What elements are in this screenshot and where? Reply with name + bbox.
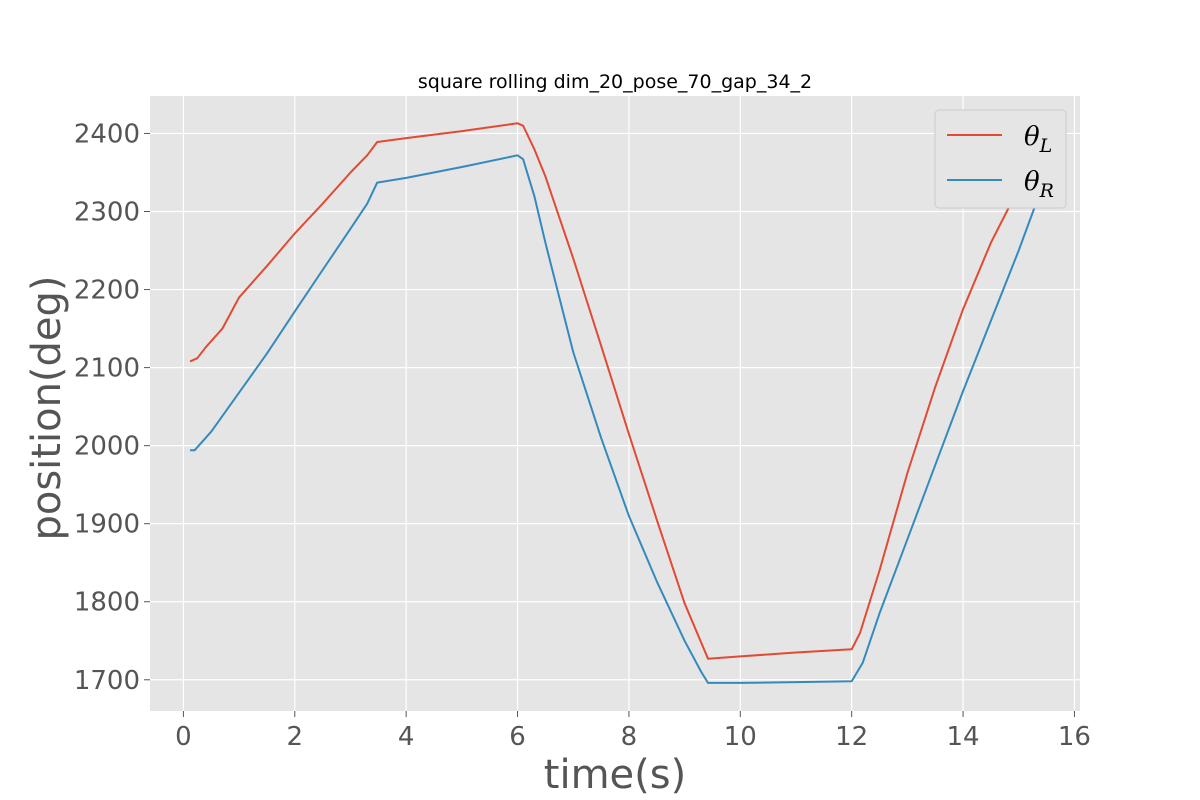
y-tick-label: 1900 bbox=[74, 510, 140, 540]
x-tick-label: 12 bbox=[835, 722, 868, 752]
y-axis-ticks: 1700 1800 1900 2000 2100 2200 2300 2400 bbox=[74, 119, 150, 696]
x-tick-label: 14 bbox=[947, 722, 980, 752]
y-tick-label: 2300 bbox=[74, 198, 140, 228]
legend-label-subscript: L bbox=[1039, 135, 1053, 157]
y-tick-label: 2100 bbox=[74, 354, 140, 384]
legend-label-subscript: R bbox=[1039, 180, 1054, 202]
legend-label-0: θL bbox=[1024, 122, 1052, 157]
legend-label-main: θ bbox=[1024, 122, 1040, 152]
series-line-0 bbox=[189, 122, 1040, 660]
x-tick-label: 16 bbox=[1058, 722, 1091, 752]
x-tick-label: 8 bbox=[621, 722, 638, 752]
legend-label-main: θ bbox=[1024, 167, 1040, 197]
plot-background bbox=[150, 96, 1080, 711]
x-axis-label: time(s) bbox=[544, 752, 686, 798]
x-tick-label: 10 bbox=[724, 722, 757, 752]
x-tick-label: 2 bbox=[287, 722, 304, 752]
series-lines bbox=[189, 122, 1040, 684]
x-axis-ticks: 0 2 4 6 8 10 12 14 16 bbox=[175, 711, 1091, 752]
y-tick-label: 1700 bbox=[74, 666, 140, 696]
y-tick-label: 1800 bbox=[74, 588, 140, 618]
y-tick-label: 2000 bbox=[74, 432, 140, 462]
x-tick-label: 6 bbox=[509, 722, 526, 752]
x-tick-label: 4 bbox=[398, 722, 415, 752]
x-tick-label: 0 bbox=[175, 722, 192, 752]
y-axis-label: position(deg) bbox=[24, 275, 70, 540]
y-tick-label: 2200 bbox=[74, 276, 140, 306]
series-line-1 bbox=[190, 154, 1040, 684]
y-tick-label: 2400 bbox=[74, 119, 140, 149]
chart-title: square rolling dim_20_pose_70_gap_34_2 bbox=[418, 71, 812, 93]
legend-label-1: θR bbox=[1024, 167, 1054, 202]
